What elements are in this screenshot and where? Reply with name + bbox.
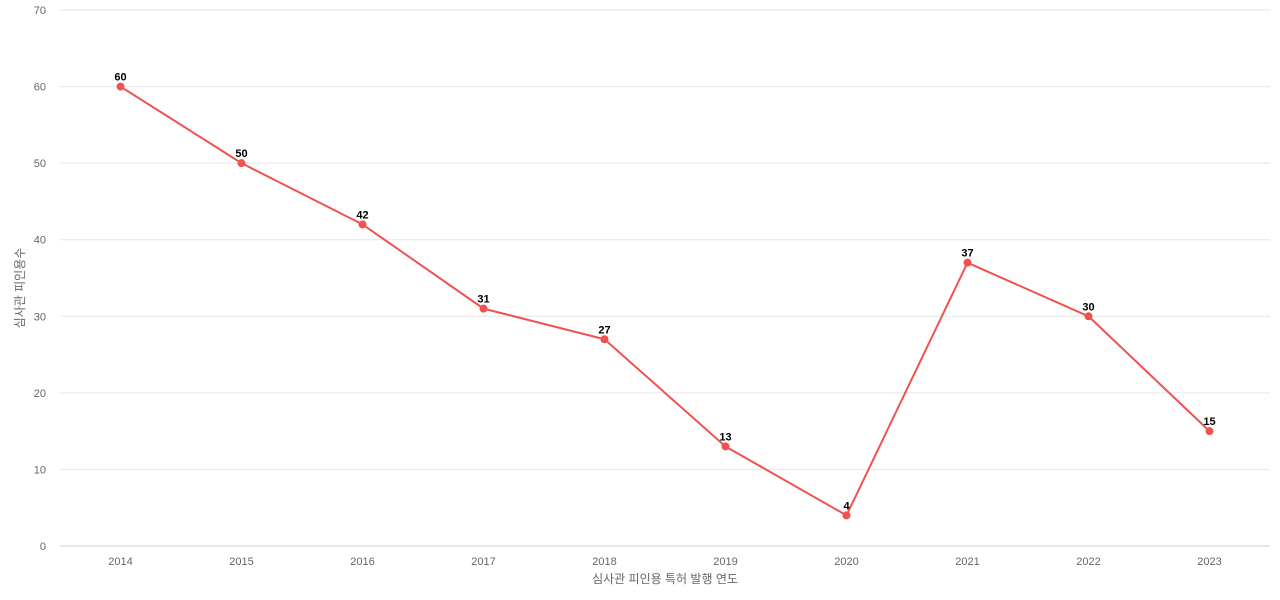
x-tick-label: 2017 xyxy=(471,556,495,568)
data-point[interactable] xyxy=(237,159,246,168)
grid-lines xyxy=(60,9,1270,547)
data-point[interactable] xyxy=(1205,427,1214,436)
y-tick-label: 40 xyxy=(34,235,46,247)
y-tick-label: 60 xyxy=(34,82,46,94)
data-label: 42 xyxy=(356,209,368,221)
data-label: 50 xyxy=(235,148,247,160)
data-point[interactable] xyxy=(963,258,972,267)
series-line xyxy=(119,85,1211,517)
x-tick-label: 2020 xyxy=(834,556,858,568)
data-point[interactable] xyxy=(116,82,125,91)
data-label: 27 xyxy=(598,324,610,336)
data-point[interactable] xyxy=(479,304,488,313)
data-label: 30 xyxy=(1082,301,1094,313)
y-tick-label: 70 xyxy=(34,5,46,17)
y-tick-label: 10 xyxy=(34,464,46,476)
data-label: 15 xyxy=(1203,416,1215,428)
x-tick-label: 2015 xyxy=(229,556,253,568)
x-tick-label: 2023 xyxy=(1197,556,1221,568)
data-point[interactable] xyxy=(842,511,851,520)
y-axis-ticks: 0 10 20 30 40 50 60 70 xyxy=(34,5,46,553)
data-label: 60 xyxy=(114,72,126,84)
data-point[interactable] xyxy=(600,335,609,344)
x-tick-label: 2022 xyxy=(1076,556,1100,568)
data-label: 4 xyxy=(843,500,850,512)
x-tick-label: 2014 xyxy=(108,556,132,568)
data-point[interactable] xyxy=(721,442,730,451)
data-label: 37 xyxy=(961,248,973,260)
data-point[interactable] xyxy=(1084,312,1093,321)
x-axis-title: 심사관 피인용 특허 발행 연도 xyxy=(592,571,738,586)
data-point[interactable] xyxy=(358,220,367,229)
x-tick-label: 2016 xyxy=(350,556,374,568)
y-tick-label: 20 xyxy=(34,388,46,400)
y-tick-label: 50 xyxy=(34,158,46,170)
data-label: 31 xyxy=(477,294,489,306)
x-tick-label: 2021 xyxy=(955,556,979,568)
x-tick-label: 2019 xyxy=(713,556,737,568)
y-tick-label: 30 xyxy=(34,311,46,323)
data-label: 13 xyxy=(719,431,731,443)
y-tick-label: 0 xyxy=(40,541,46,553)
x-axis-ticks: 2014 2015 2016 2017 2018 2019 2020 2021 2022 2023 xyxy=(108,556,1221,568)
series-layer xyxy=(116,82,1214,520)
x-tick-label: 2018 xyxy=(592,556,616,568)
y-axis-title: 심사관 피인용수 xyxy=(13,248,27,329)
data-labels: 60 50 42 31 27 13 4 37 30 15 xyxy=(114,72,1215,513)
